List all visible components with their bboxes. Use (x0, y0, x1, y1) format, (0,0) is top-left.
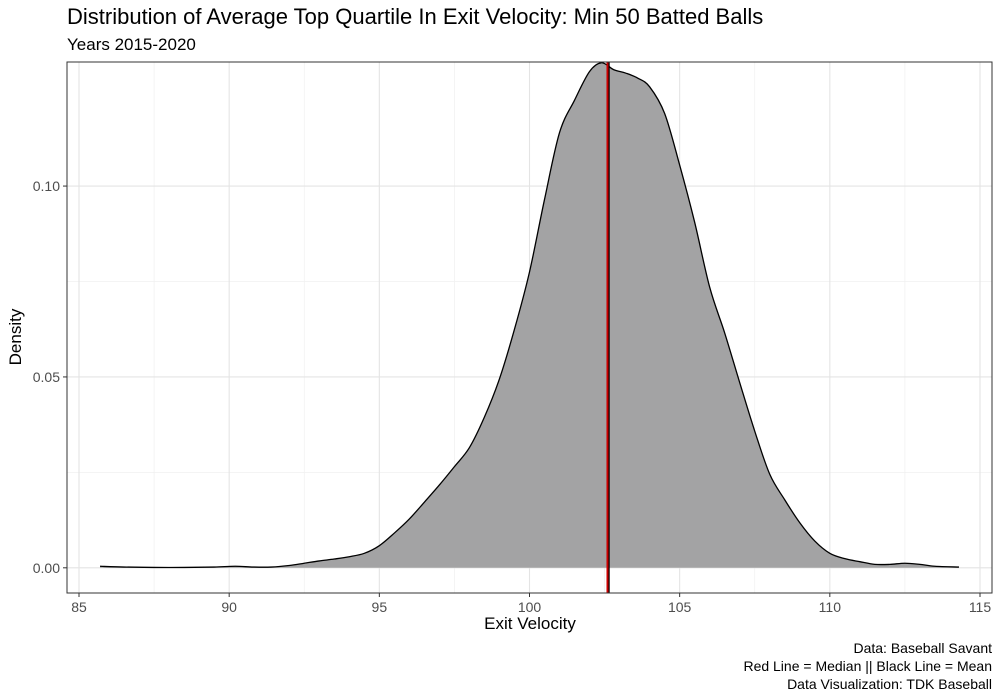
x-tick-label: 95 (372, 599, 388, 615)
density-area (100, 62, 959, 568)
x-tick-label: 105 (668, 599, 692, 615)
density-curve (100, 62, 959, 569)
x-tick-label: 110 (819, 599, 842, 615)
caption-credit: Data Visualization: TDK Baseball (787, 676, 992, 692)
x-axis: 85 90 95 100 105 110 115 (71, 593, 991, 615)
y-axis-title-wrap: Density (5, 309, 27, 366)
x-tick-label: 100 (518, 599, 542, 615)
y-tick-label: 0.00 (33, 560, 60, 576)
x-tick-label: 115 (969, 599, 992, 615)
caption-legend-note: Red Line = Median || Black Line = Mean (743, 658, 992, 674)
x-tick-label: 85 (71, 599, 87, 615)
y-tick-label: 0.10 (33, 178, 60, 194)
y-axis: 0.00 0.05 0.10 (33, 178, 67, 576)
chart-subtitle: Years 2015-2020 (67, 35, 196, 54)
x-tick-label: 90 (221, 599, 237, 615)
caption-block: Data: Baseball Savant Red Line = Median … (743, 639, 992, 693)
y-tick-label: 0.05 (33, 369, 60, 385)
y-axis-title: Density (6, 308, 25, 366)
x-axis-title: Exit Velocity (484, 614, 576, 633)
caption-source: Data: Baseball Savant (853, 640, 992, 656)
chart-title: Distribution of Average Top Quartile In … (67, 4, 764, 29)
